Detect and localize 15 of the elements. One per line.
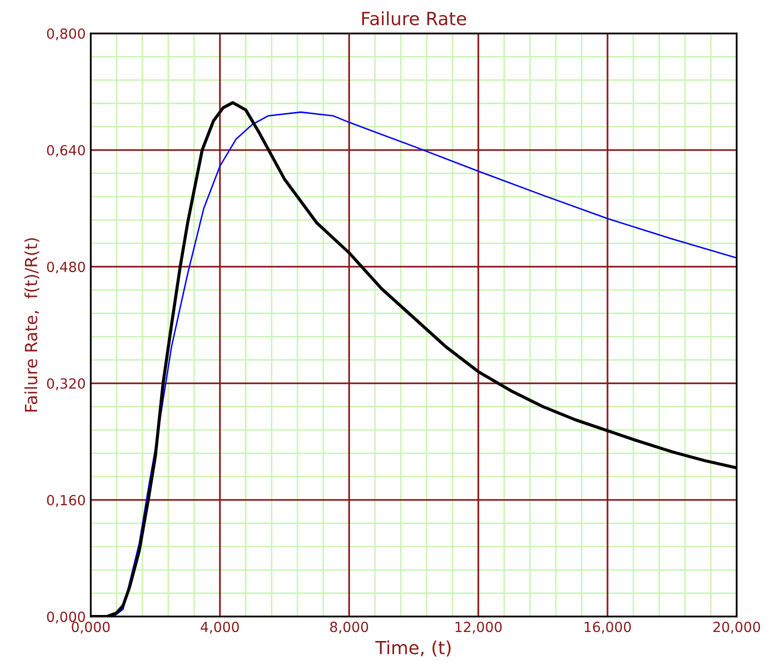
x-axis-title: Time, (t) bbox=[375, 640, 451, 657]
y-tick-label: 0,320 bbox=[47, 378, 85, 390]
x-tick-label: 20,000 bbox=[713, 622, 760, 634]
y-tick-label: 0,000 bbox=[47, 612, 85, 624]
y-axis-title: Failure Rate, f(t)/R(t) bbox=[24, 238, 40, 412]
x-tick-label: 4,000 bbox=[200, 622, 239, 634]
x-tick-label: 8,000 bbox=[330, 622, 368, 634]
y-tick-label: 0,800 bbox=[47, 28, 85, 40]
y-tick-label: 0,480 bbox=[47, 262, 85, 274]
x-tick-label: 0,000 bbox=[72, 622, 110, 634]
y-tick-label: 0,640 bbox=[47, 145, 85, 157]
x-tick-label: 12,000 bbox=[456, 622, 502, 634]
chart-title: Failure Rate bbox=[362, 11, 466, 26]
x-tick-label: 16,000 bbox=[584, 622, 631, 634]
y-tick-label: 0,160 bbox=[47, 494, 85, 507]
